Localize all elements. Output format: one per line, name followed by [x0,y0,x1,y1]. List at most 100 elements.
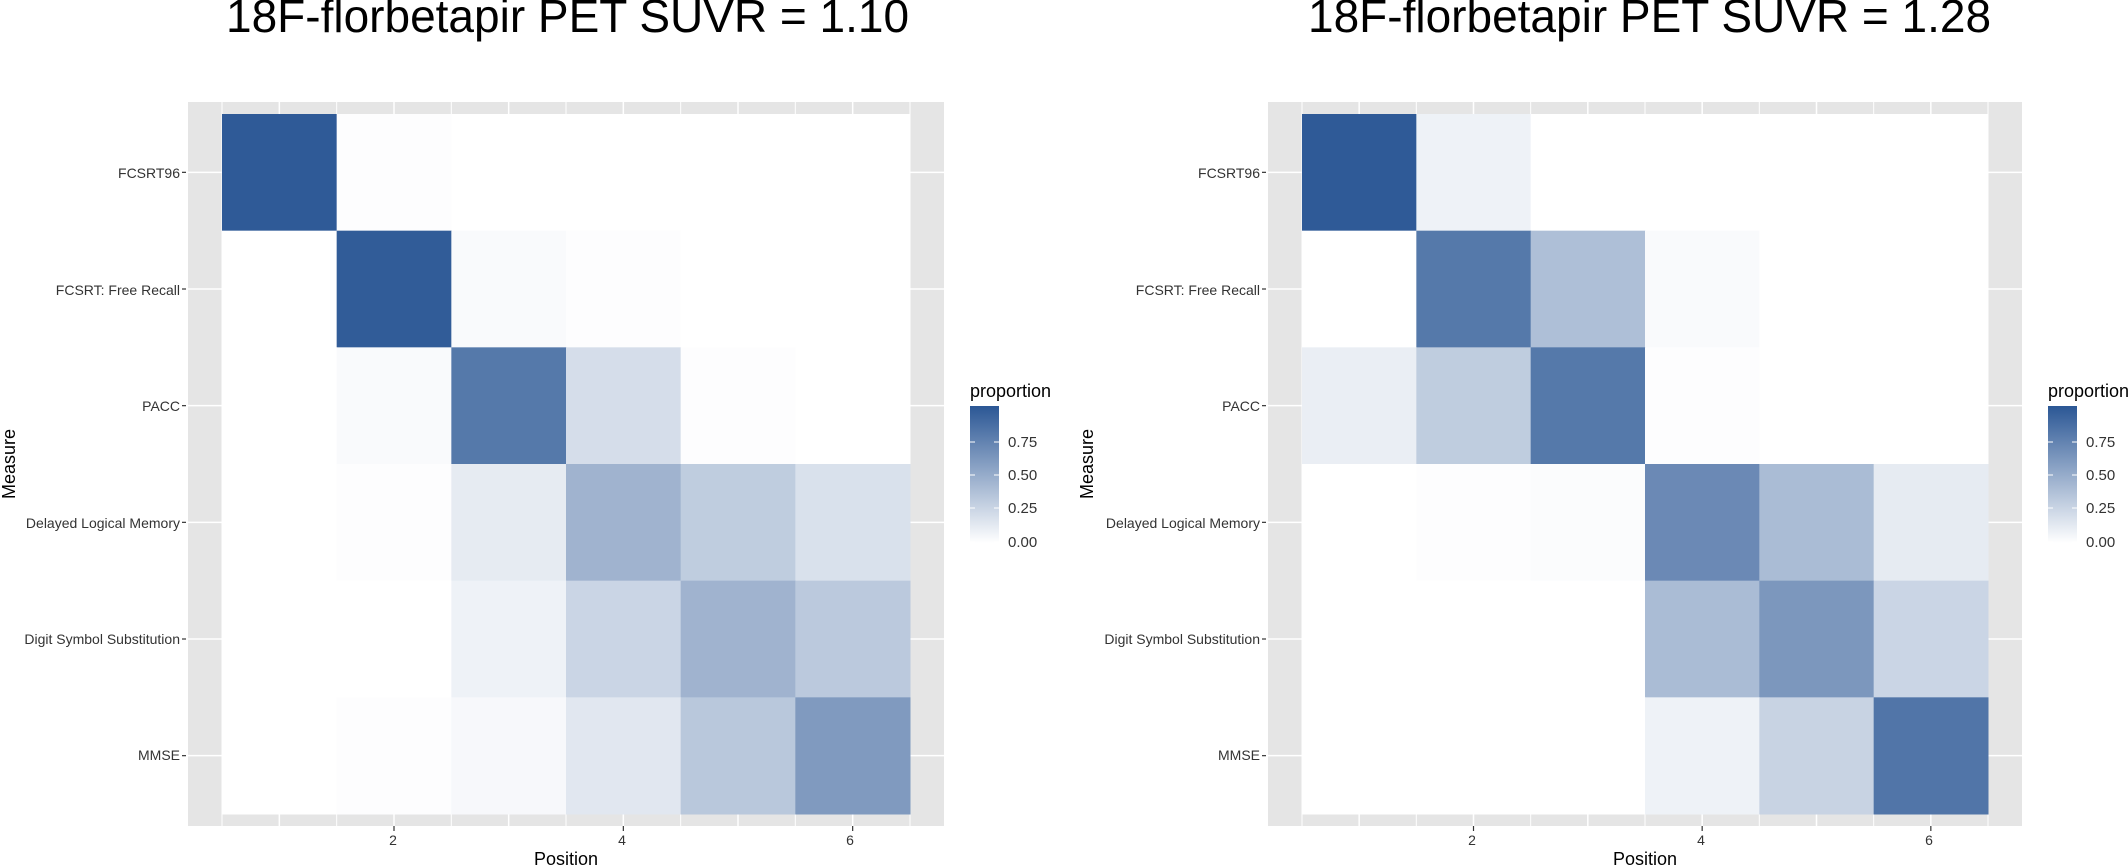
y-tick-label: PACC [1222,398,1260,414]
heatmap-cell [1302,697,1417,815]
heatmap-cell [336,114,452,232]
heatmap-cell [336,580,452,698]
x-tick-label: 4 [1697,832,1705,848]
y-axis-title-1: Measure [0,429,19,499]
heatmap-cell [222,230,338,348]
heatmap-cell [566,230,682,348]
heatmap-cell [1759,230,1875,348]
heatmap-cell [680,697,796,815]
heatmap-cell [795,580,911,698]
heatmap-cell [680,230,796,348]
y-tick-label: MMSE [138,747,180,763]
heatmap-cell [336,230,452,348]
heatmap-panel-2: 18F-florbetapir PET SUVR = 1.28 FCSRT96 … [1077,0,2128,866]
y-tick-label: FCSRT: Free Recall [56,282,180,298]
legend-ticks-2 [2048,441,2077,543]
heatmap-cell [222,580,338,698]
heatmap-cell [1759,580,1875,698]
legend-label: 0.50 [2086,467,2115,484]
heatmap-cell [451,114,567,232]
heatmap-cell [1302,114,1417,232]
heatmap-cell [1645,464,1760,582]
heatmap-cell [1873,114,1989,232]
heatmap-cell [1530,114,1646,232]
heatmap-cell [1873,580,1989,698]
heatmap-cell [1645,230,1760,348]
legend-label: 0.75 [2086,434,2115,451]
legend-label: 0.25 [2086,500,2115,517]
heatmap-cell [451,230,567,348]
heatmap-cell [1530,230,1646,348]
heatmap-cell [566,347,682,465]
legend-title-2: proportion [2048,381,2128,401]
heatmap-cell [795,464,911,582]
heatmap-cells-1 [222,114,911,815]
heatmap-cell [222,464,338,582]
heatmap-cell [680,464,796,582]
heatmap-cell [1759,697,1875,815]
y-tick-label: PACC [142,398,180,414]
heatmap-cell [795,114,911,232]
y-tick-label: Delayed Logical Memory [1106,515,1260,531]
heatmap-cell [1302,347,1417,465]
heatmap-cell [1759,114,1875,232]
heatmap-cell [1302,230,1417,348]
heatmap-cell [336,697,452,815]
heatmap-cell [1645,580,1760,698]
y-axis-2: FCSRT96 FCSRT: Free Recall PACC Delayed … [1104,165,1266,763]
heatmap-cell [1645,347,1760,465]
heatmap-cell [336,347,452,465]
y-tick-label: Delayed Logical Memory [26,515,180,531]
heatmap-cell [1416,114,1532,232]
x-tick-label: 4 [618,832,626,848]
x-axis-title-2: Position [1613,849,1677,866]
heatmap-cell [566,580,682,698]
heatmap-cell [1873,347,1989,465]
heatmap-cell [1873,464,1989,582]
heatmap-cell [1416,697,1532,815]
legend-2: proportion 0.75 0.50 0.25 0.00 [2048,381,2128,551]
y-tick-label: Digit Symbol Substitution [24,631,180,647]
heatmap-cell [1530,464,1646,582]
heatmap-cell [1645,114,1760,232]
y-tick-label: Digit Symbol Substitution [1104,631,1260,647]
heatmap-cell [1645,697,1760,815]
heatmap-cell [451,347,567,465]
legend-label: 0.25 [1008,500,1037,517]
chart-title-2: 18F-florbetapir PET SUVR = 1.28 [1308,0,1991,42]
y-axis-1: FCSRT96 FCSRT: Free Recall PACC Delayed … [24,165,186,763]
heatmap-cell [1302,464,1417,582]
x-axis-title-1: Position [534,849,598,866]
legend-1: proportion 0.75 0.50 0.25 0.00 [970,381,1051,551]
heatmap-cell [566,697,682,815]
heatmap-cell [1302,580,1417,698]
y-tick-label: FCSRT: Free Recall [1136,282,1260,298]
heatmap-cell [451,580,567,698]
y-axis-title-2: Measure [1077,429,1097,499]
heatmap-cell [1873,697,1989,815]
heatmap-cell [222,697,338,815]
heatmap-cell [1416,580,1532,698]
heatmap-cell [795,697,911,815]
heatmap-cell [680,347,796,465]
heatmap-cell [1416,230,1532,348]
heatmap-cell [566,114,682,232]
chart-title-1: 18F-florbetapir PET SUVR = 1.10 [226,0,909,42]
legend-label: 0.50 [1008,467,1037,484]
heatmap-cell [1416,464,1532,582]
heatmap-cell [1530,697,1646,815]
x-tick-label: 6 [1925,832,1933,848]
heatmap-cell [222,114,338,232]
legend-label: 0.00 [2086,534,2115,551]
legend-label: 0.75 [1008,434,1037,451]
x-tick-label: 6 [846,832,854,848]
heatmap-cell [795,230,911,348]
heatmap-cell [680,114,796,232]
heatmap-cell [795,347,911,465]
heatmap-cell [680,580,796,698]
x-axis-2: 2 4 6 [1468,826,1933,848]
heatmap-cell [566,464,682,582]
heatmap-cell [1416,347,1532,465]
legend-label: 0.00 [1008,534,1037,551]
heatmap-cell [451,697,567,815]
